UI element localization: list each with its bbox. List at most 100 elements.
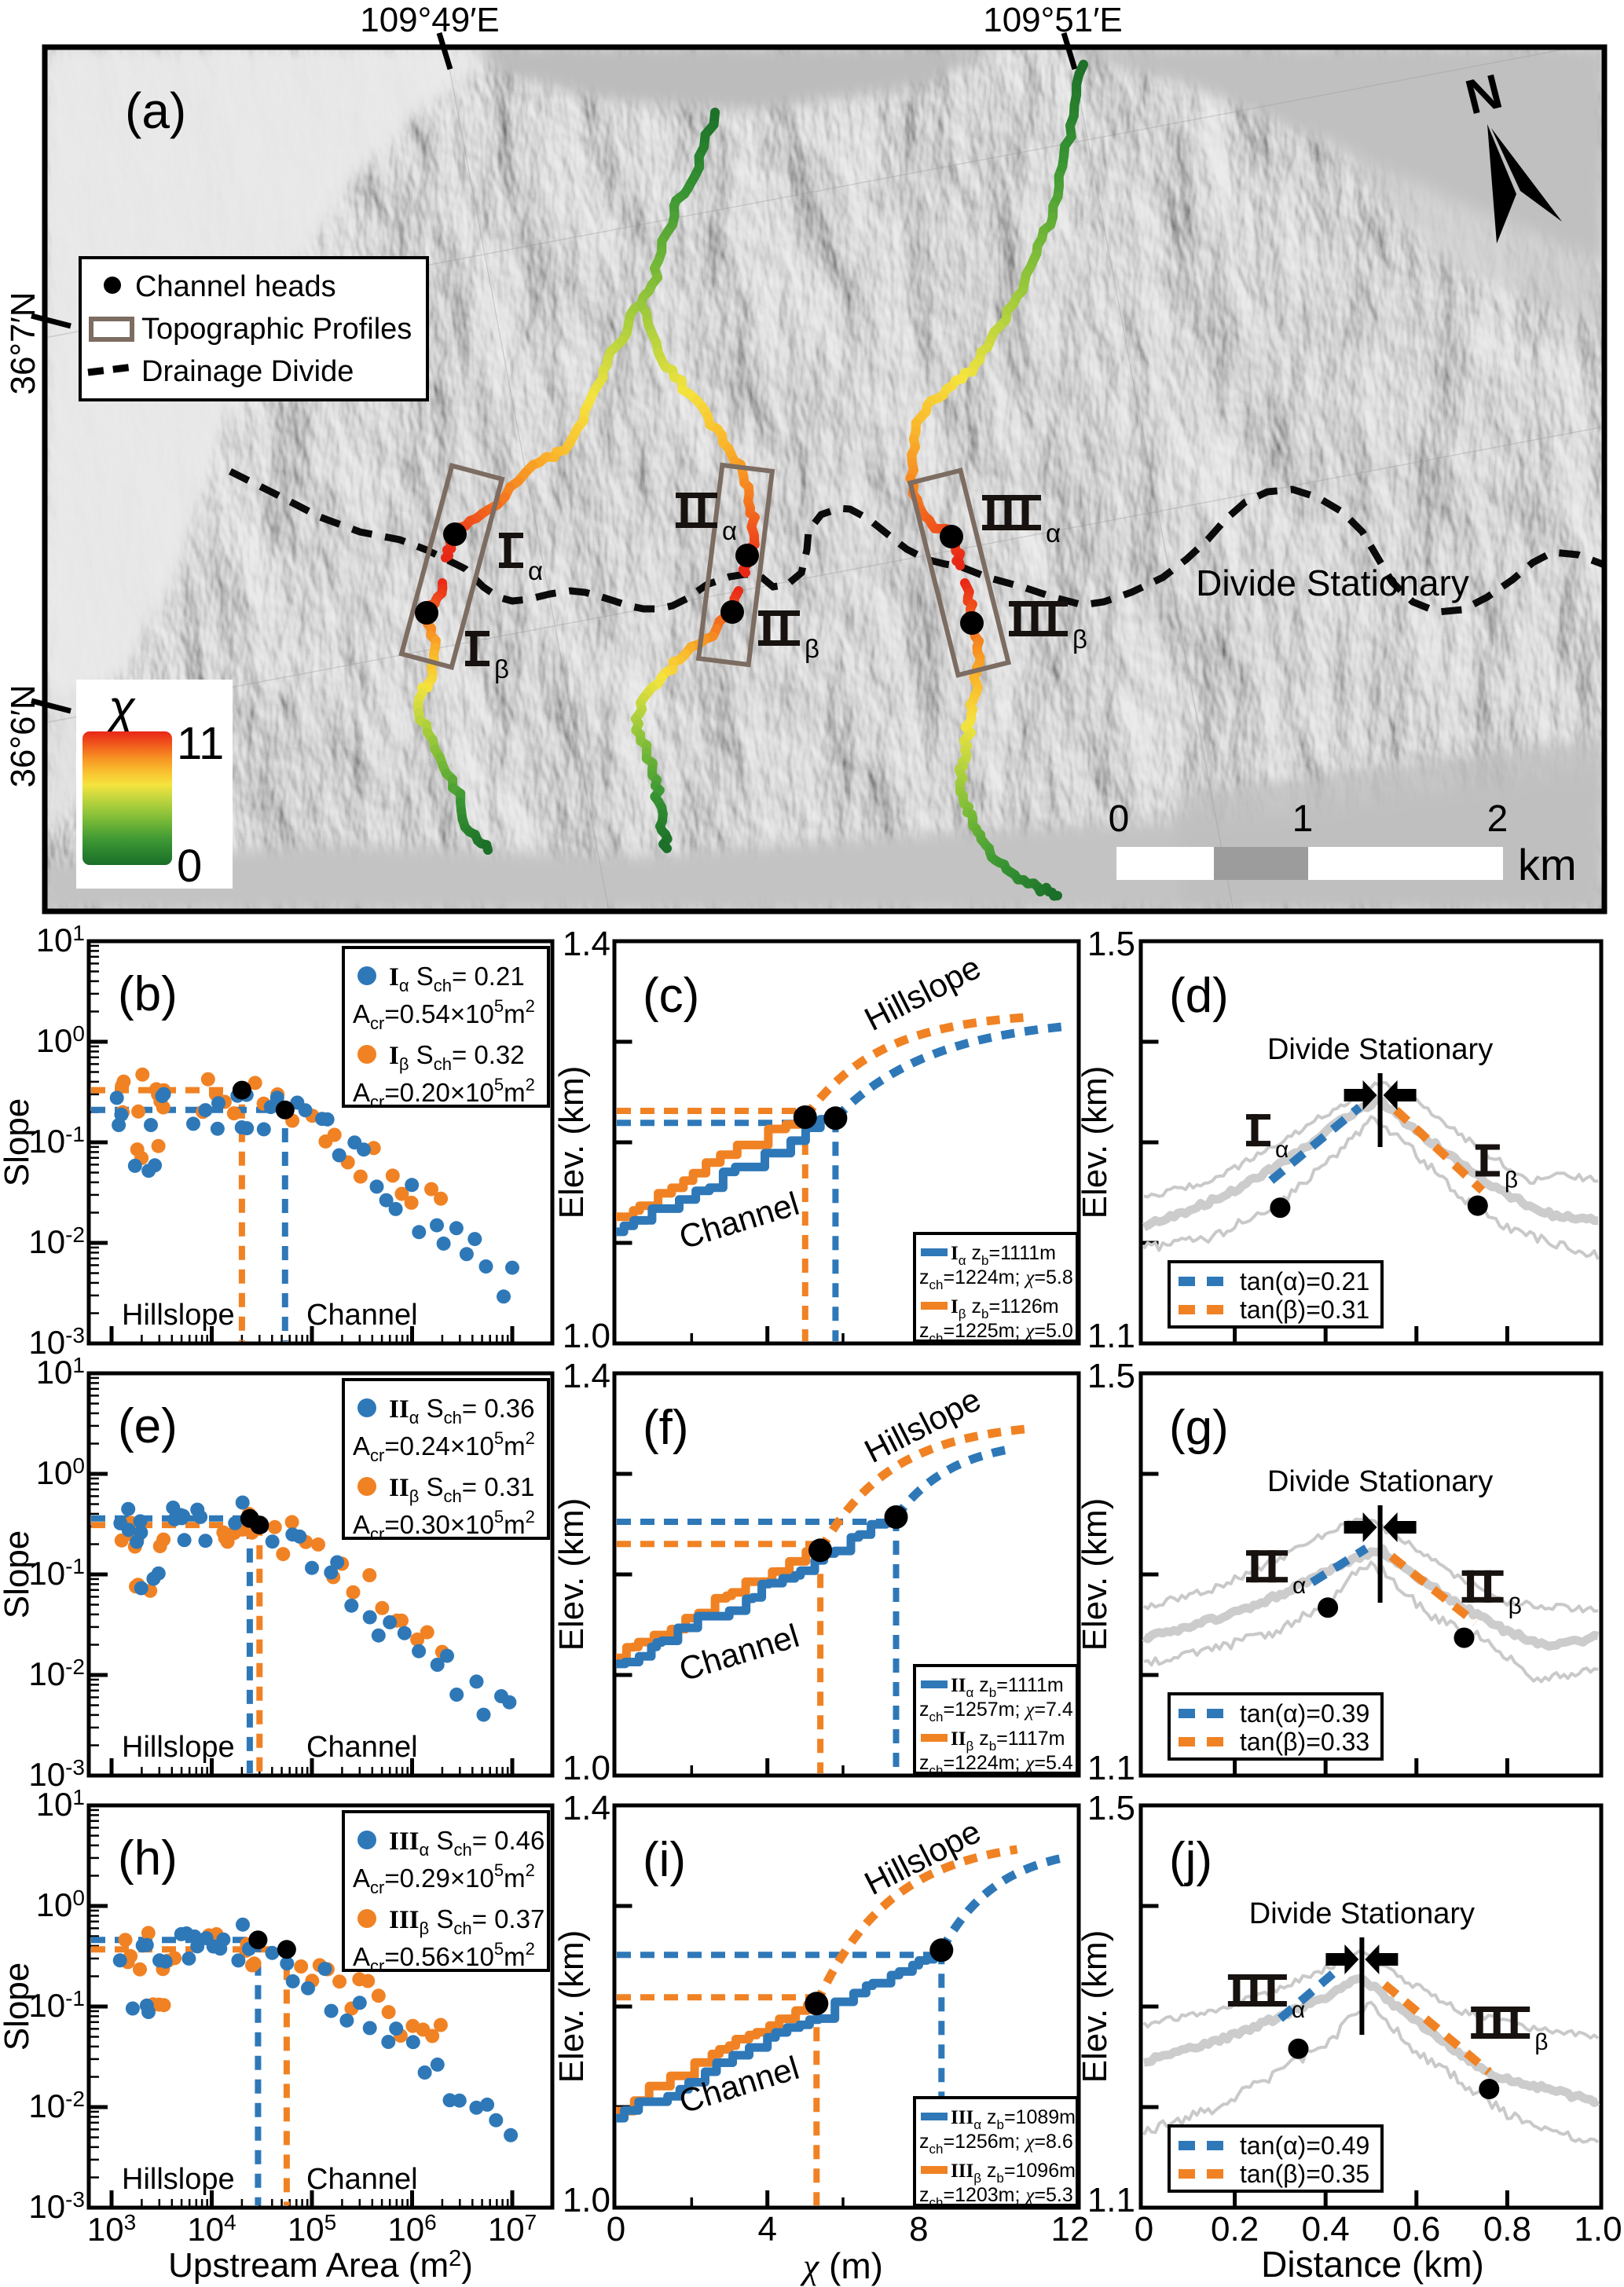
svg-text:tan(β)=0.31: tan(β)=0.31	[1240, 1296, 1369, 1324]
svg-text:0: 0	[1109, 798, 1130, 840]
svg-text:10-3: 10-3	[28, 2187, 85, 2225]
svg-text:Topographic Profiles: Topographic Profiles	[141, 313, 412, 346]
svg-text:12: 12	[1051, 2210, 1090, 2249]
svg-text:zch=1256m; χ=8.6: zch=1256m; χ=8.6	[919, 2131, 1073, 2157]
svg-text:(i): (i)	[643, 1833, 686, 1887]
svg-text:zch=1225m; χ=5.0: zch=1225m; χ=5.0	[919, 1320, 1073, 1346]
svg-text:1.5: 1.5	[1087, 925, 1135, 963]
svg-text:(e): (e)	[118, 1399, 178, 1453]
svg-text:χ (m): χ (m)	[800, 2245, 883, 2286]
svg-text:36°6′N: 36°6′N	[4, 684, 42, 787]
svg-text:β: β	[805, 634, 819, 663]
svg-text:tan(α)=0.49: tan(α)=0.49	[1240, 2131, 1369, 2160]
svg-text:IIα Sch= 0.36: IIα Sch= 0.36	[389, 1394, 535, 1428]
svg-text:β: β	[1072, 625, 1087, 654]
svg-text:Divide Stationary: Divide Stationary	[1267, 1465, 1493, 1498]
svg-text:1.0: 1.0	[563, 1749, 610, 1787]
svg-text:Elev. (km): Elev. (km)	[1076, 1066, 1114, 1219]
svg-text:Channel heads: Channel heads	[135, 270, 336, 303]
svg-text:109°49′E: 109°49′E	[360, 1, 500, 39]
svg-text:Elev. (km): Elev. (km)	[1076, 1930, 1114, 2084]
svg-text:Channel: Channel	[306, 2163, 418, 2196]
svg-text:IIα zb=1111m: IIα zb=1111m	[951, 1674, 1064, 1700]
svg-text:2: 2	[1487, 798, 1509, 840]
svg-text:β: β	[1505, 1167, 1518, 1193]
svg-text:Hillslope: Hillslope	[122, 1299, 235, 1332]
svg-text:11: 11	[177, 718, 224, 769]
svg-text:α: α	[722, 516, 737, 545]
svg-text:1.1: 1.1	[1087, 1749, 1135, 1787]
svg-text:1.4: 1.4	[563, 925, 610, 963]
svg-text:α: α	[1046, 519, 1061, 548]
svg-text:IIβ zb=1117m: IIβ zb=1117m	[951, 1728, 1065, 1754]
svg-text:zch=1224m; χ=5.8: zch=1224m; χ=5.8	[919, 1266, 1073, 1292]
svg-text:Slope: Slope	[0, 1530, 36, 1619]
svg-text:1.0: 1.0	[563, 1317, 610, 1355]
svg-text:β: β	[1509, 1593, 1522, 1619]
svg-text:4: 4	[757, 2210, 776, 2249]
svg-text:tan(α)=0.21: tan(α)=0.21	[1240, 1267, 1369, 1296]
svg-text:Channel: Channel	[306, 1299, 418, 1332]
svg-text:zch=1257m; χ=7.4: zch=1257m; χ=7.4	[919, 1699, 1073, 1724]
svg-text:α: α	[1275, 1137, 1289, 1163]
svg-text:Slope: Slope	[0, 1098, 36, 1187]
svg-text:IIIβ Sch= 0.37: IIIβ Sch= 0.37	[389, 1904, 544, 1938]
svg-text:Divide Stationary: Divide Stationary	[1249, 1897, 1475, 1930]
svg-text:(a): (a)	[125, 82, 186, 139]
svg-text:105: 105	[288, 2210, 336, 2248]
svg-text:Iα Sch= 0.21: Iα Sch= 0.21	[389, 962, 525, 995]
svg-text:Elev. (km): Elev. (km)	[552, 1930, 591, 2084]
svg-text:(f): (f)	[643, 1401, 689, 1455]
svg-text:α: α	[1292, 1573, 1306, 1599]
svg-text:zch=1203m; χ=5.3: zch=1203m; χ=5.3	[919, 2184, 1073, 2210]
svg-text:10-2: 10-2	[28, 1655, 85, 1692]
svg-text:1.1: 1.1	[1087, 2181, 1135, 2219]
svg-text:α: α	[1292, 1997, 1305, 2023]
svg-text:Elev. (km): Elev. (km)	[552, 1498, 591, 1651]
svg-text:1.5: 1.5	[1087, 1357, 1135, 1395]
svg-text:109°51′E: 109°51′E	[983, 1, 1123, 39]
svg-text:IIβ Sch= 0.31: IIβ Sch= 0.31	[389, 1472, 534, 1506]
svg-text:tan(α)=0.39: tan(α)=0.39	[1240, 1699, 1369, 1728]
svg-text:10-1: 10-1	[28, 1986, 85, 2024]
svg-text:Iα zb=1111m: Iα zb=1111m	[951, 1242, 1056, 1268]
svg-text:Elev. (km): Elev. (km)	[1076, 1498, 1114, 1651]
svg-text:(g): (g)	[1169, 1401, 1229, 1455]
svg-text:IIIα zb=1089m: IIIα zb=1089m	[951, 2106, 1076, 2132]
svg-text:1: 1	[1292, 798, 1314, 840]
svg-text:0.2: 0.2	[1211, 2210, 1259, 2249]
svg-text:Divide Stationary: Divide Stationary	[1196, 563, 1469, 603]
svg-text:Hillslope: Hillslope	[122, 1731, 235, 1764]
svg-text:km: km	[1518, 840, 1577, 889]
svg-text:0: 0	[607, 2210, 625, 2249]
svg-text:1.1: 1.1	[1087, 1317, 1135, 1355]
svg-text:Slope: Slope	[0, 1963, 36, 2051]
svg-text:Acr=0.24×105m2: Acr=0.24×105m2	[353, 1428, 535, 1465]
svg-text:tan(β)=0.33: tan(β)=0.33	[1240, 1728, 1369, 1756]
svg-text:1.4: 1.4	[563, 1357, 610, 1395]
svg-text:(c): (c)	[643, 969, 699, 1023]
svg-text:IIIα Sch= 0.46: IIIα Sch= 0.46	[389, 1826, 544, 1860]
svg-text:Upstream Area (m2): Upstream Area (m2)	[168, 2246, 473, 2285]
svg-text:Divide Stationary: Divide Stationary	[1267, 1033, 1493, 1066]
svg-text:0.6: 0.6	[1392, 2210, 1440, 2249]
svg-text:α: α	[528, 556, 543, 585]
svg-text:101: 101	[36, 921, 85, 958]
svg-text:χ: χ	[104, 681, 136, 735]
svg-text:0: 0	[177, 841, 202, 892]
svg-text:β: β	[1534, 2029, 1548, 2055]
svg-text:Hillslope: Hillslope	[122, 2163, 235, 2196]
svg-text:Channel: Channel	[306, 1731, 418, 1764]
svg-text:IIIβ zb=1096m: IIIβ zb=1096m	[951, 2160, 1076, 2186]
svg-text:Elev. (km): Elev. (km)	[552, 1066, 591, 1219]
svg-text:Iβ Sch= 0.32: Iβ Sch= 0.32	[389, 1040, 525, 1074]
svg-text:Distance (km): Distance (km)	[1261, 2244, 1484, 2285]
svg-text:Iβ zb=1126m: Iβ zb=1126m	[951, 1296, 1059, 1321]
svg-text:1.0: 1.0	[563, 2181, 610, 2219]
svg-text:100: 100	[36, 1021, 85, 1059]
svg-text:(b): (b)	[118, 967, 178, 1021]
svg-text:zch=1224m; χ=5.4: zch=1224m; χ=5.4	[919, 1752, 1073, 1778]
svg-text:1.4: 1.4	[563, 1789, 610, 1827]
svg-text:0: 0	[1135, 2210, 1153, 2249]
svg-text:(j): (j)	[1169, 1833, 1212, 1887]
